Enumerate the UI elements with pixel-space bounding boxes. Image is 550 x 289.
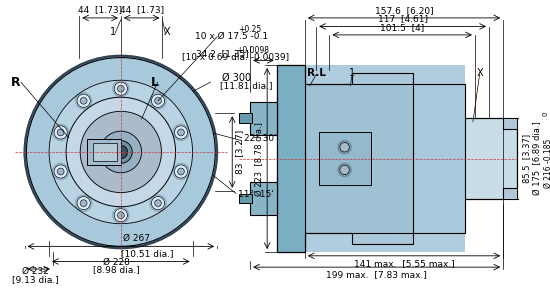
Text: 1: 1: [110, 27, 117, 37]
Circle shape: [173, 124, 189, 140]
Text: +0.0098: +0.0098: [236, 45, 269, 55]
Text: L: L: [151, 76, 159, 89]
Circle shape: [178, 168, 184, 175]
Text: 157.6  [6.20]: 157.6 [6.20]: [375, 6, 433, 15]
Text: Ø 175  [6.89 dia.]: Ø 175 [6.89 dia.]: [534, 122, 542, 195]
Bar: [239, 194, 252, 203]
Circle shape: [150, 93, 166, 109]
Circle shape: [54, 165, 67, 178]
Text: X: X: [164, 27, 170, 37]
Circle shape: [113, 81, 129, 97]
Text: R.L: R.L: [307, 68, 326, 78]
Text: Ø 228: Ø 228: [103, 258, 130, 267]
Text: 44  [1.73]: 44 [1.73]: [78, 5, 122, 14]
Text: 83  [3.27]: 83 [3.27]: [235, 130, 244, 174]
Text: [8.98 dia.]: [8.98 dia.]: [93, 265, 140, 274]
Polygon shape: [277, 65, 518, 252]
Text: 44  [1.73]: 44 [1.73]: [119, 5, 164, 14]
Circle shape: [66, 97, 175, 207]
Circle shape: [77, 197, 90, 210]
Text: Ø 300: Ø 300: [222, 72, 251, 82]
Text: 1: 1: [349, 68, 355, 78]
Circle shape: [80, 97, 87, 104]
Text: Ø 216 -0.185: Ø 216 -0.185: [544, 139, 550, 188]
Circle shape: [76, 195, 92, 211]
Bar: [503, 118, 518, 129]
Circle shape: [77, 94, 90, 108]
Bar: [92, 142, 117, 161]
Circle shape: [151, 197, 164, 210]
Text: R: R: [12, 76, 21, 89]
Text: Ø 232: Ø 232: [23, 267, 50, 276]
Bar: [239, 113, 252, 123]
Circle shape: [80, 200, 87, 206]
Circle shape: [155, 97, 161, 104]
Circle shape: [53, 124, 69, 140]
Circle shape: [57, 129, 64, 136]
Text: [10 x 0.69 dia. -0.0039]: [10 x 0.69 dia. -0.0039]: [182, 52, 289, 61]
Circle shape: [53, 164, 69, 179]
Circle shape: [340, 142, 349, 152]
Circle shape: [26, 58, 215, 246]
Bar: [277, 65, 305, 252]
Circle shape: [114, 209, 128, 222]
Circle shape: [155, 200, 161, 206]
Text: X: X: [476, 68, 483, 78]
Circle shape: [114, 82, 128, 95]
Bar: [277, 65, 305, 252]
Text: Ø 223  [8.78 dia.]: Ø 223 [8.78 dia.]: [255, 122, 265, 196]
Circle shape: [178, 129, 184, 136]
Text: 22° 30': 22° 30': [244, 134, 276, 143]
Text: +0.25: +0.25: [238, 25, 261, 34]
Circle shape: [109, 141, 132, 163]
Text: 11°  15': 11° 15': [238, 190, 274, 199]
Text: [11.81 dia.]: [11.81 dia.]: [220, 81, 272, 90]
Circle shape: [338, 141, 351, 154]
Text: 141 max.  [5.55 max.]: 141 max. [5.55 max.]: [354, 259, 454, 268]
Circle shape: [100, 131, 141, 173]
Bar: [305, 84, 414, 233]
Text: [10.51 dia.]: [10.51 dia.]: [121, 249, 173, 258]
Circle shape: [174, 165, 188, 178]
Circle shape: [25, 56, 217, 248]
Text: 199 max.  [7.83 max.]: 199 max. [7.83 max.]: [326, 270, 427, 279]
Text: 10 x Ø 17.5 -0.1: 10 x Ø 17.5 -0.1: [195, 32, 268, 41]
Circle shape: [150, 195, 166, 211]
Text: [9.13 dia.]: [9.13 dia.]: [13, 275, 59, 284]
Bar: [87, 139, 121, 165]
Circle shape: [118, 86, 124, 92]
Bar: [277, 65, 465, 252]
Bar: [250, 102, 277, 135]
Text: 117  [4.61]: 117 [4.61]: [378, 14, 428, 24]
Circle shape: [114, 145, 128, 159]
Circle shape: [57, 168, 64, 175]
Text: 101.5  [4]: 101.5 [4]: [380, 23, 424, 32]
Circle shape: [118, 212, 124, 218]
Bar: [503, 188, 518, 199]
Circle shape: [113, 207, 129, 223]
Text: 34.2  [1.35]: 34.2 [1.35]: [196, 49, 248, 58]
Circle shape: [49, 80, 192, 224]
Circle shape: [174, 126, 188, 139]
Bar: [465, 118, 518, 199]
Circle shape: [173, 164, 189, 179]
Circle shape: [76, 93, 92, 109]
Bar: [250, 182, 277, 215]
Circle shape: [340, 165, 349, 175]
Bar: [319, 132, 371, 185]
Circle shape: [54, 126, 67, 139]
Text: 85.5  [3.37]: 85.5 [3.37]: [522, 134, 531, 183]
Text: 0: 0: [543, 111, 549, 116]
Circle shape: [151, 94, 164, 108]
Circle shape: [80, 111, 162, 192]
Text: Ø 267: Ø 267: [123, 234, 150, 242]
Circle shape: [338, 163, 351, 177]
